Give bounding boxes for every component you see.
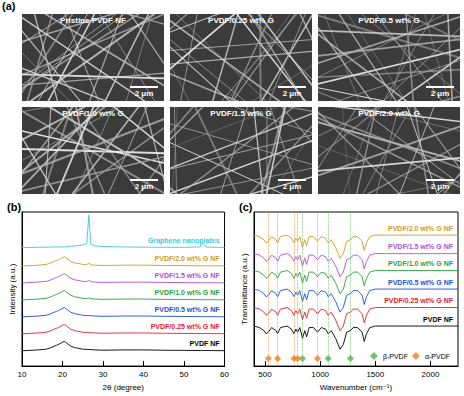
html-text:PVDF/0.25 wt% G: PVDF/0.25 wt% G	[208, 16, 274, 25]
svg-text:Graphene nanoplates: Graphene nanoplates	[148, 237, 220, 245]
html-text:2 μm: 2 μm	[282, 89, 302, 98]
svg-text:PVDF/0.25 wt% G NF: PVDF/0.25 wt% G NF	[151, 323, 221, 330]
html-text:PVDF/1.5 wt% G: PVDF/1.5 wt% G	[210, 109, 272, 118]
svg-text:(b): (b)	[7, 201, 21, 213]
svg-text:50: 50	[180, 370, 189, 379]
svg-text:Wavenumber (cm⁻¹): Wavenumber (cm⁻¹)	[320, 383, 393, 392]
svg-text:PVDF NF: PVDF NF	[190, 340, 221, 347]
html-text:2 μm: 2 μm	[430, 182, 450, 191]
html-text:PVDF/1.0 wt% G: PVDF/1.0 wt% G	[62, 109, 124, 118]
svg-text:40: 40	[139, 370, 148, 379]
html-text:2 μm: 2 μm	[282, 182, 302, 191]
html-text:2 μm: 2 μm	[134, 182, 154, 191]
svg-text:PVDF NF: PVDF NF	[423, 316, 454, 323]
html-text:PVDF/0.5 wt% G: PVDF/0.5 wt% G	[358, 16, 420, 25]
html-text:Pristine PVDF NF: Pristine PVDF NF	[60, 16, 126, 25]
html-text:2 μm: 2 μm	[430, 89, 450, 98]
svg-text:PVDF/1.5 wt% G NF: PVDF/1.5 wt% G NF	[155, 272, 221, 279]
svg-text:2θ (degree): 2θ (degree)	[103, 383, 145, 392]
svg-text:30: 30	[99, 370, 108, 379]
svg-text:PVDF/0.5 wt% G NF: PVDF/0.5 wt% G NF	[388, 279, 454, 286]
svg-text:PVDF/2.0 wt% G NF: PVDF/2.0 wt% G NF	[388, 225, 454, 232]
svg-text:20: 20	[58, 370, 67, 379]
html-text:(a): (a)	[2, 0, 16, 12]
svg-text:PVDF/1.0 wt% G NF: PVDF/1.0 wt% G NF	[388, 260, 454, 267]
html-text:2 μm: 2 μm	[134, 89, 154, 98]
svg-text:2000: 2000	[422, 370, 440, 379]
svg-text:60: 60	[220, 370, 229, 379]
svg-text:PVDF/1.0 wt% G NF: PVDF/1.0 wt% G NF	[155, 289, 221, 296]
svg-text:500: 500	[258, 370, 272, 379]
svg-text:α-PVDF: α-PVDF	[425, 353, 450, 360]
svg-text:PVDF/0.25 wt% G NF: PVDF/0.25 wt% G NF	[384, 297, 454, 304]
svg-text:PVDF/0.5 wt% G NF: PVDF/0.5 wt% G NF	[155, 306, 221, 313]
svg-text:1000: 1000	[311, 370, 329, 379]
svg-text:PVDF/2.0 wt% G NF: PVDF/2.0 wt% G NF	[155, 255, 221, 262]
svg-text:PVDF/1.5 wt% G NF: PVDF/1.5 wt% G NF	[388, 243, 454, 250]
svg-text:Intensity (a.u.): Intensity (a.u.)	[8, 263, 17, 314]
svg-text:Transmittance (a.u.): Transmittance (a.u.)	[240, 253, 249, 325]
svg-text:β-PVDF: β-PVDF	[383, 353, 408, 361]
svg-text:1500: 1500	[366, 370, 384, 379]
svg-text:(c): (c)	[239, 201, 253, 213]
html-text:PVDF/2.0 wt% G: PVDF/2.0 wt% G	[358, 109, 420, 118]
svg-text:10: 10	[18, 370, 27, 379]
